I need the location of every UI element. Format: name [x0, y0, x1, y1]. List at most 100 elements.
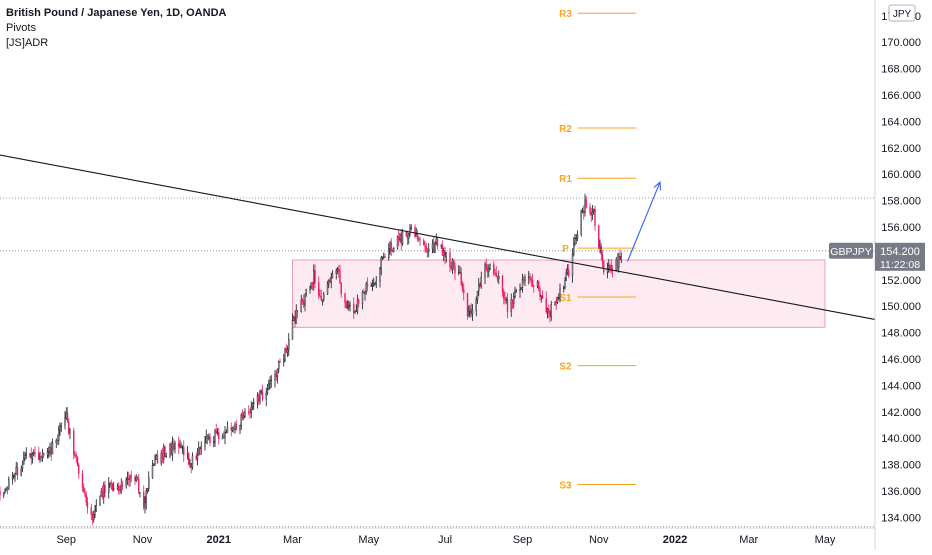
candle[interactable] — [594, 205, 596, 231]
candle[interactable] — [309, 285, 311, 294]
candle[interactable] — [250, 401, 252, 418]
candle[interactable] — [584, 193, 586, 217]
candle[interactable] — [414, 224, 416, 239]
candle[interactable] — [283, 353, 285, 367]
candle[interactable] — [400, 229, 402, 251]
candle[interactable] — [521, 273, 524, 293]
candle[interactable] — [94, 505, 96, 519]
candle[interactable] — [619, 249, 621, 261]
legend-pivots[interactable]: Pivots — [6, 22, 36, 34]
candle[interactable] — [571, 248, 574, 283]
candle[interactable] — [591, 205, 594, 220]
candle[interactable] — [305, 288, 307, 297]
candle[interactable] — [156, 450, 159, 464]
candle[interactable] — [408, 232, 410, 245]
candle[interactable] — [276, 368, 279, 384]
candle[interactable] — [198, 441, 200, 456]
candle[interactable] — [46, 447, 49, 459]
candle[interactable] — [304, 293, 306, 312]
candle[interactable] — [406, 230, 409, 245]
candle[interactable] — [20, 465, 22, 477]
candle[interactable] — [480, 271, 482, 289]
candle[interactable] — [349, 301, 351, 312]
candle[interactable] — [110, 479, 112, 491]
candle[interactable] — [296, 310, 299, 319]
candle[interactable] — [81, 470, 84, 492]
candle[interactable] — [215, 423, 217, 434]
candle[interactable] — [479, 282, 481, 288]
candle[interactable] — [550, 300, 552, 321]
candle[interactable] — [381, 256, 384, 261]
candle[interactable] — [221, 433, 224, 440]
candle[interactable] — [585, 195, 587, 209]
candle[interactable] — [405, 231, 407, 238]
candle[interactable] — [443, 247, 445, 262]
candle[interactable] — [511, 299, 514, 310]
candle[interactable] — [240, 412, 242, 430]
candle[interactable] — [164, 445, 166, 458]
candle[interactable] — [170, 441, 172, 456]
candle[interactable] — [453, 259, 455, 271]
candle[interactable] — [410, 224, 412, 231]
candle[interactable] — [136, 475, 139, 481]
candle[interactable] — [265, 387, 267, 407]
candle[interactable] — [330, 272, 332, 289]
candle[interactable] — [121, 480, 124, 491]
candle[interactable] — [129, 474, 131, 487]
candle[interactable] — [93, 510, 95, 523]
candle[interactable] — [554, 301, 556, 306]
candle[interactable] — [345, 299, 347, 309]
candle[interactable] — [144, 496, 146, 514]
candle[interactable] — [616, 253, 619, 271]
currency-badge[interactable]: JPY — [888, 4, 916, 22]
candle[interactable] — [253, 398, 255, 410]
candle[interactable] — [155, 453, 157, 460]
candle[interactable] — [375, 276, 377, 289]
candle[interactable] — [295, 304, 297, 324]
candle[interactable] — [503, 288, 505, 305]
candle[interactable] — [555, 296, 557, 310]
candle[interactable] — [498, 270, 500, 285]
candle[interactable] — [609, 263, 611, 273]
candle[interactable] — [451, 258, 454, 274]
candle[interactable] — [606, 262, 609, 279]
candle[interactable] — [90, 503, 92, 520]
candle[interactable] — [610, 259, 612, 274]
candle[interactable] — [196, 447, 199, 466]
candle[interactable] — [83, 483, 85, 493]
candle[interactable] — [74, 450, 76, 459]
candle[interactable] — [603, 260, 605, 275]
candle[interactable] — [505, 296, 507, 304]
candle[interactable] — [180, 441, 182, 449]
candle[interactable] — [539, 286, 541, 301]
candle[interactable] — [319, 289, 321, 298]
candle[interactable] — [226, 421, 229, 433]
candle[interactable] — [599, 239, 601, 254]
candle[interactable] — [339, 264, 341, 284]
candle[interactable] — [145, 488, 147, 510]
candle[interactable] — [476, 290, 479, 304]
candle[interactable] — [104, 480, 106, 498]
candle[interactable] — [488, 264, 490, 278]
candle[interactable] — [75, 452, 77, 463]
candle[interactable] — [208, 433, 210, 441]
candle[interactable] — [478, 277, 480, 297]
candle[interactable] — [460, 267, 462, 287]
candle[interactable] — [268, 379, 270, 391]
candle[interactable] — [39, 451, 41, 463]
candle[interactable] — [336, 267, 339, 274]
candle[interactable] — [528, 270, 530, 285]
candle[interactable] — [14, 472, 16, 483]
candle[interactable] — [200, 441, 202, 455]
candle[interactable] — [0, 486, 1, 501]
candle[interactable] — [260, 389, 262, 395]
candle[interactable] — [25, 447, 27, 459]
candle[interactable] — [531, 273, 534, 288]
candle[interactable] — [21, 460, 24, 472]
candle[interactable] — [284, 347, 286, 363]
candle[interactable] — [471, 304, 474, 321]
candle[interactable] — [475, 296, 477, 317]
candle[interactable] — [128, 471, 130, 487]
candle[interactable] — [361, 290, 364, 310]
candle[interactable] — [109, 481, 111, 488]
